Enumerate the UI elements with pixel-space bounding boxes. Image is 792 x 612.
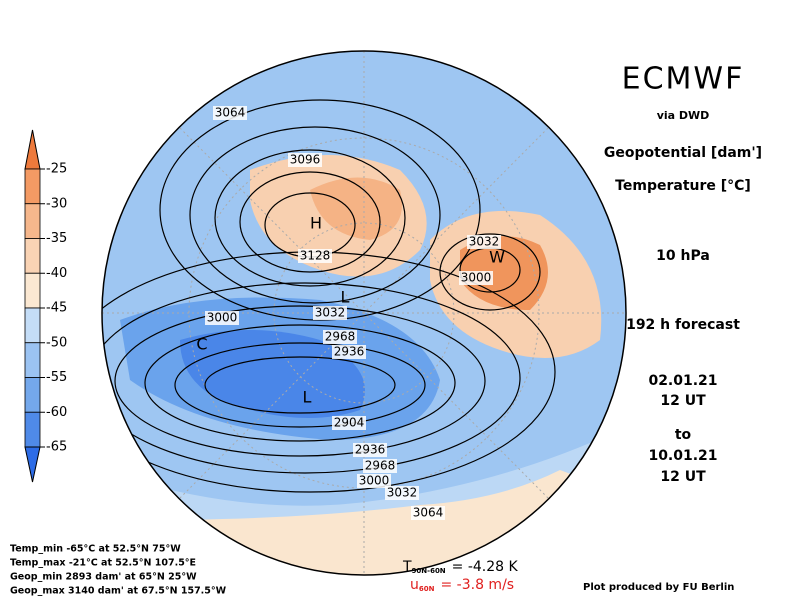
contour-label: 3064 [413, 506, 444, 520]
variable: Temperature [°C] [615, 178, 751, 194]
contour-label: 3032 [387, 486, 418, 500]
wind: u60N = -3.8 m/s [410, 577, 514, 593]
contour-label: 2968 [365, 459, 396, 473]
colorbar-label: -45 [46, 301, 67, 316]
colorbar-label: -30 [46, 196, 67, 211]
contour-label-box [411, 506, 445, 520]
stat: Geop_max 3140 dam' at 67.5°N 157.5°W [10, 586, 227, 597]
contour-label-box [385, 486, 419, 500]
colorbar-band [24, 307, 41, 344]
date: 10.01.21 [648, 448, 717, 464]
forecast: 192 h forecast [626, 317, 740, 333]
variable: Geopotential [dam'] [604, 145, 762, 161]
level: 10 hPa [656, 248, 710, 264]
time: 12 UT [660, 393, 706, 409]
contour-label: 3000 [461, 271, 492, 285]
contour-label: 2904 [334, 416, 365, 430]
colorbar-band [24, 168, 41, 205]
contour-label: 2936 [355, 443, 386, 457]
to: to [675, 427, 692, 443]
colorbar-label: -60 [46, 405, 67, 420]
colorbar: -25 -30 -35 -40 -45 -50 -55 -60 -65 [24, 129, 67, 483]
colorbar-band [24, 342, 41, 378]
colorbar-band [24, 377, 41, 413]
colorbar-label: -55 [46, 370, 67, 385]
contour-label: 3000 [207, 311, 238, 325]
colorbar-label: -35 [46, 231, 67, 246]
pressure-center: W [489, 248, 505, 267]
temperature-diff: T90N-60N = -4.28 K [402, 559, 519, 575]
contour-label-box [332, 345, 366, 359]
stat: Temp_max -21°C at 52.5°N 107.5°E [10, 558, 196, 569]
stat: Geop_min 2893 dam' at 65°N 25°W [10, 572, 197, 583]
contour-label: 2968 [325, 330, 356, 344]
contour-label: 3032 [315, 306, 346, 320]
source: via DWD [657, 109, 710, 122]
colorbar-band [24, 238, 41, 274]
colorbar-label: -25 [46, 162, 67, 177]
contour-label-box [288, 153, 322, 167]
colorbar-band [24, 411, 41, 448]
contour-label: 2936 [334, 345, 365, 359]
contour-label-box [353, 443, 387, 457]
stat: Temp_min -65°C at 52.5°N 75°W [10, 544, 181, 555]
date: 02.01.21 [648, 373, 717, 389]
colorbar-label: -50 [46, 335, 67, 350]
contour-label-box [298, 249, 332, 263]
contour-label-box [323, 330, 357, 344]
contour-label-box [332, 416, 366, 430]
time: 12 UT [660, 469, 706, 485]
credit: Plot produced by FU Berlin [583, 582, 734, 593]
pressure-center: L [303, 388, 312, 407]
contour-label: 3128 [300, 249, 331, 263]
contour-label-box [213, 106, 247, 120]
colorbar-label: -65 [46, 440, 67, 455]
colorbar-band [24, 272, 41, 309]
colorbar-arrow [24, 446, 41, 483]
contour-label-box [459, 271, 493, 285]
colorbar-arrow [24, 129, 41, 170]
contour-label: 3096 [290, 153, 321, 167]
model-title: ECMWF [622, 62, 745, 97]
contour-label-box [205, 311, 239, 325]
pressure-center: C [196, 335, 207, 354]
pressure-center: H [310, 214, 322, 233]
contour-label-box [363, 459, 397, 473]
contour-label-box [467, 235, 501, 249]
colorbar-band [24, 203, 41, 239]
contour-label: 3064 [215, 106, 246, 120]
contour-label: 3032 [469, 235, 500, 249]
map-border [101, 50, 627, 576]
contour-label-box [313, 306, 347, 320]
contour-label: 3000 [359, 474, 390, 488]
contour-label-box [357, 474, 391, 488]
pressure-center: L [341, 288, 350, 307]
colorbar-label: -40 [46, 266, 67, 281]
